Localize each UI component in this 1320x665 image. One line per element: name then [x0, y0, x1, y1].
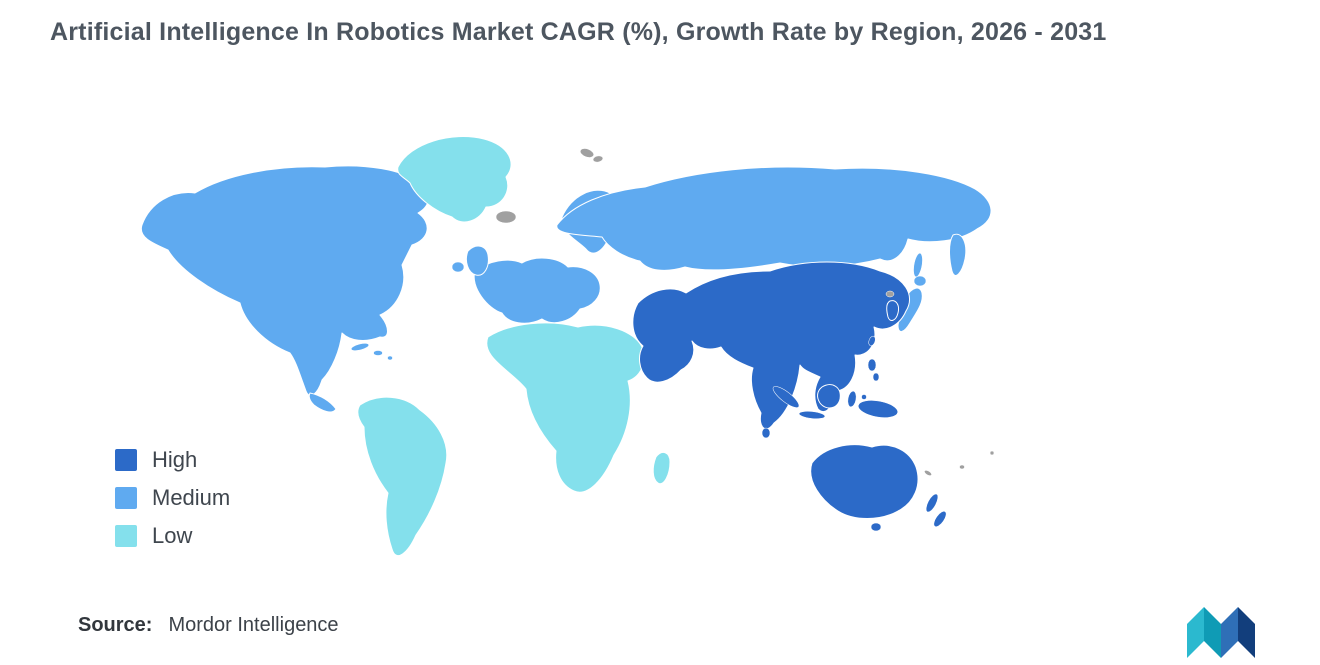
region-fiji: [959, 464, 965, 470]
region-australia: [810, 444, 919, 519]
region-sumatra: [772, 386, 800, 408]
region-moluccas-1: [861, 394, 867, 400]
legend-label-medium: Medium: [152, 485, 231, 510]
region-iceland: [495, 210, 517, 224]
source-text: Mordor Intelligence: [168, 614, 339, 636]
region-taiwan: [868, 335, 876, 347]
region-hispaniola: [373, 350, 383, 356]
legend-swatch-high: [115, 449, 137, 471]
region-central-america: [308, 392, 337, 413]
region-new-caledonia: [924, 470, 932, 476]
legend-item-low: Low: [115, 523, 230, 548]
region-north-korea: [885, 290, 895, 298]
region-madagascar: [652, 451, 671, 485]
region-cuba: [350, 343, 370, 351]
region-puerto-rico: [387, 355, 393, 361]
region-russia: [556, 166, 992, 271]
region-sakhalin: [913, 252, 923, 278]
region-united-kingdom: [465, 245, 489, 276]
region-kamchatka: [949, 233, 967, 276]
legend-label-low: Low: [152, 523, 193, 548]
region-philippines-north: [867, 358, 877, 372]
legend-swatch-low-icon: [115, 525, 137, 547]
region-sri-lanka: [761, 427, 771, 439]
region-greenland: [397, 136, 512, 223]
region-south-korea: [886, 300, 899, 321]
region-sulawesi: [847, 390, 857, 408]
legend-swatch-high-icon: [115, 449, 137, 471]
legend: High Medium Low: [115, 447, 231, 548]
logo-stroke-4: [1238, 607, 1255, 658]
region-tasmania: [870, 522, 882, 532]
region-asia-high: [632, 261, 911, 430]
region-new-guinea: [858, 400, 898, 418]
world-map: [140, 136, 995, 556]
region-svalbard-1: [580, 148, 594, 158]
region-new-zealand-north: [925, 493, 939, 513]
region-new-zealand-south: [933, 511, 947, 527]
region-svalbard-2: [592, 155, 604, 163]
logo-stroke-3: [1221, 607, 1238, 658]
region-north-america: [140, 165, 429, 396]
legend-swatch-low: [115, 525, 137, 547]
logo-stroke-1: [1187, 607, 1204, 658]
mordor-intelligence-logo: [1187, 607, 1255, 658]
source-label: Source:: [78, 614, 153, 636]
legend-swatch-medium: [115, 487, 137, 509]
logo-stroke-2: [1204, 607, 1221, 658]
legend-item-medium: Medium: [115, 485, 231, 510]
region-borneo: [817, 384, 841, 409]
region-java: [798, 411, 826, 419]
legend-swatch-medium-icon: [115, 487, 137, 509]
chart-title: Artificial Intelligence In Robotics Mark…: [50, 18, 1107, 46]
source-line: Source: Mordor Intelligence: [78, 614, 339, 637]
region-philippines-south: [872, 372, 880, 382]
region-africa: [486, 322, 645, 493]
region-ireland: [451, 261, 465, 273]
legend-label-high: High: [152, 447, 198, 472]
region-hokkaido: [913, 275, 927, 287]
region-south-america: [357, 396, 448, 556]
region-europe: [473, 257, 601, 324]
region-pacific-island: [989, 450, 995, 456]
legend-item-high: High: [115, 447, 230, 472]
